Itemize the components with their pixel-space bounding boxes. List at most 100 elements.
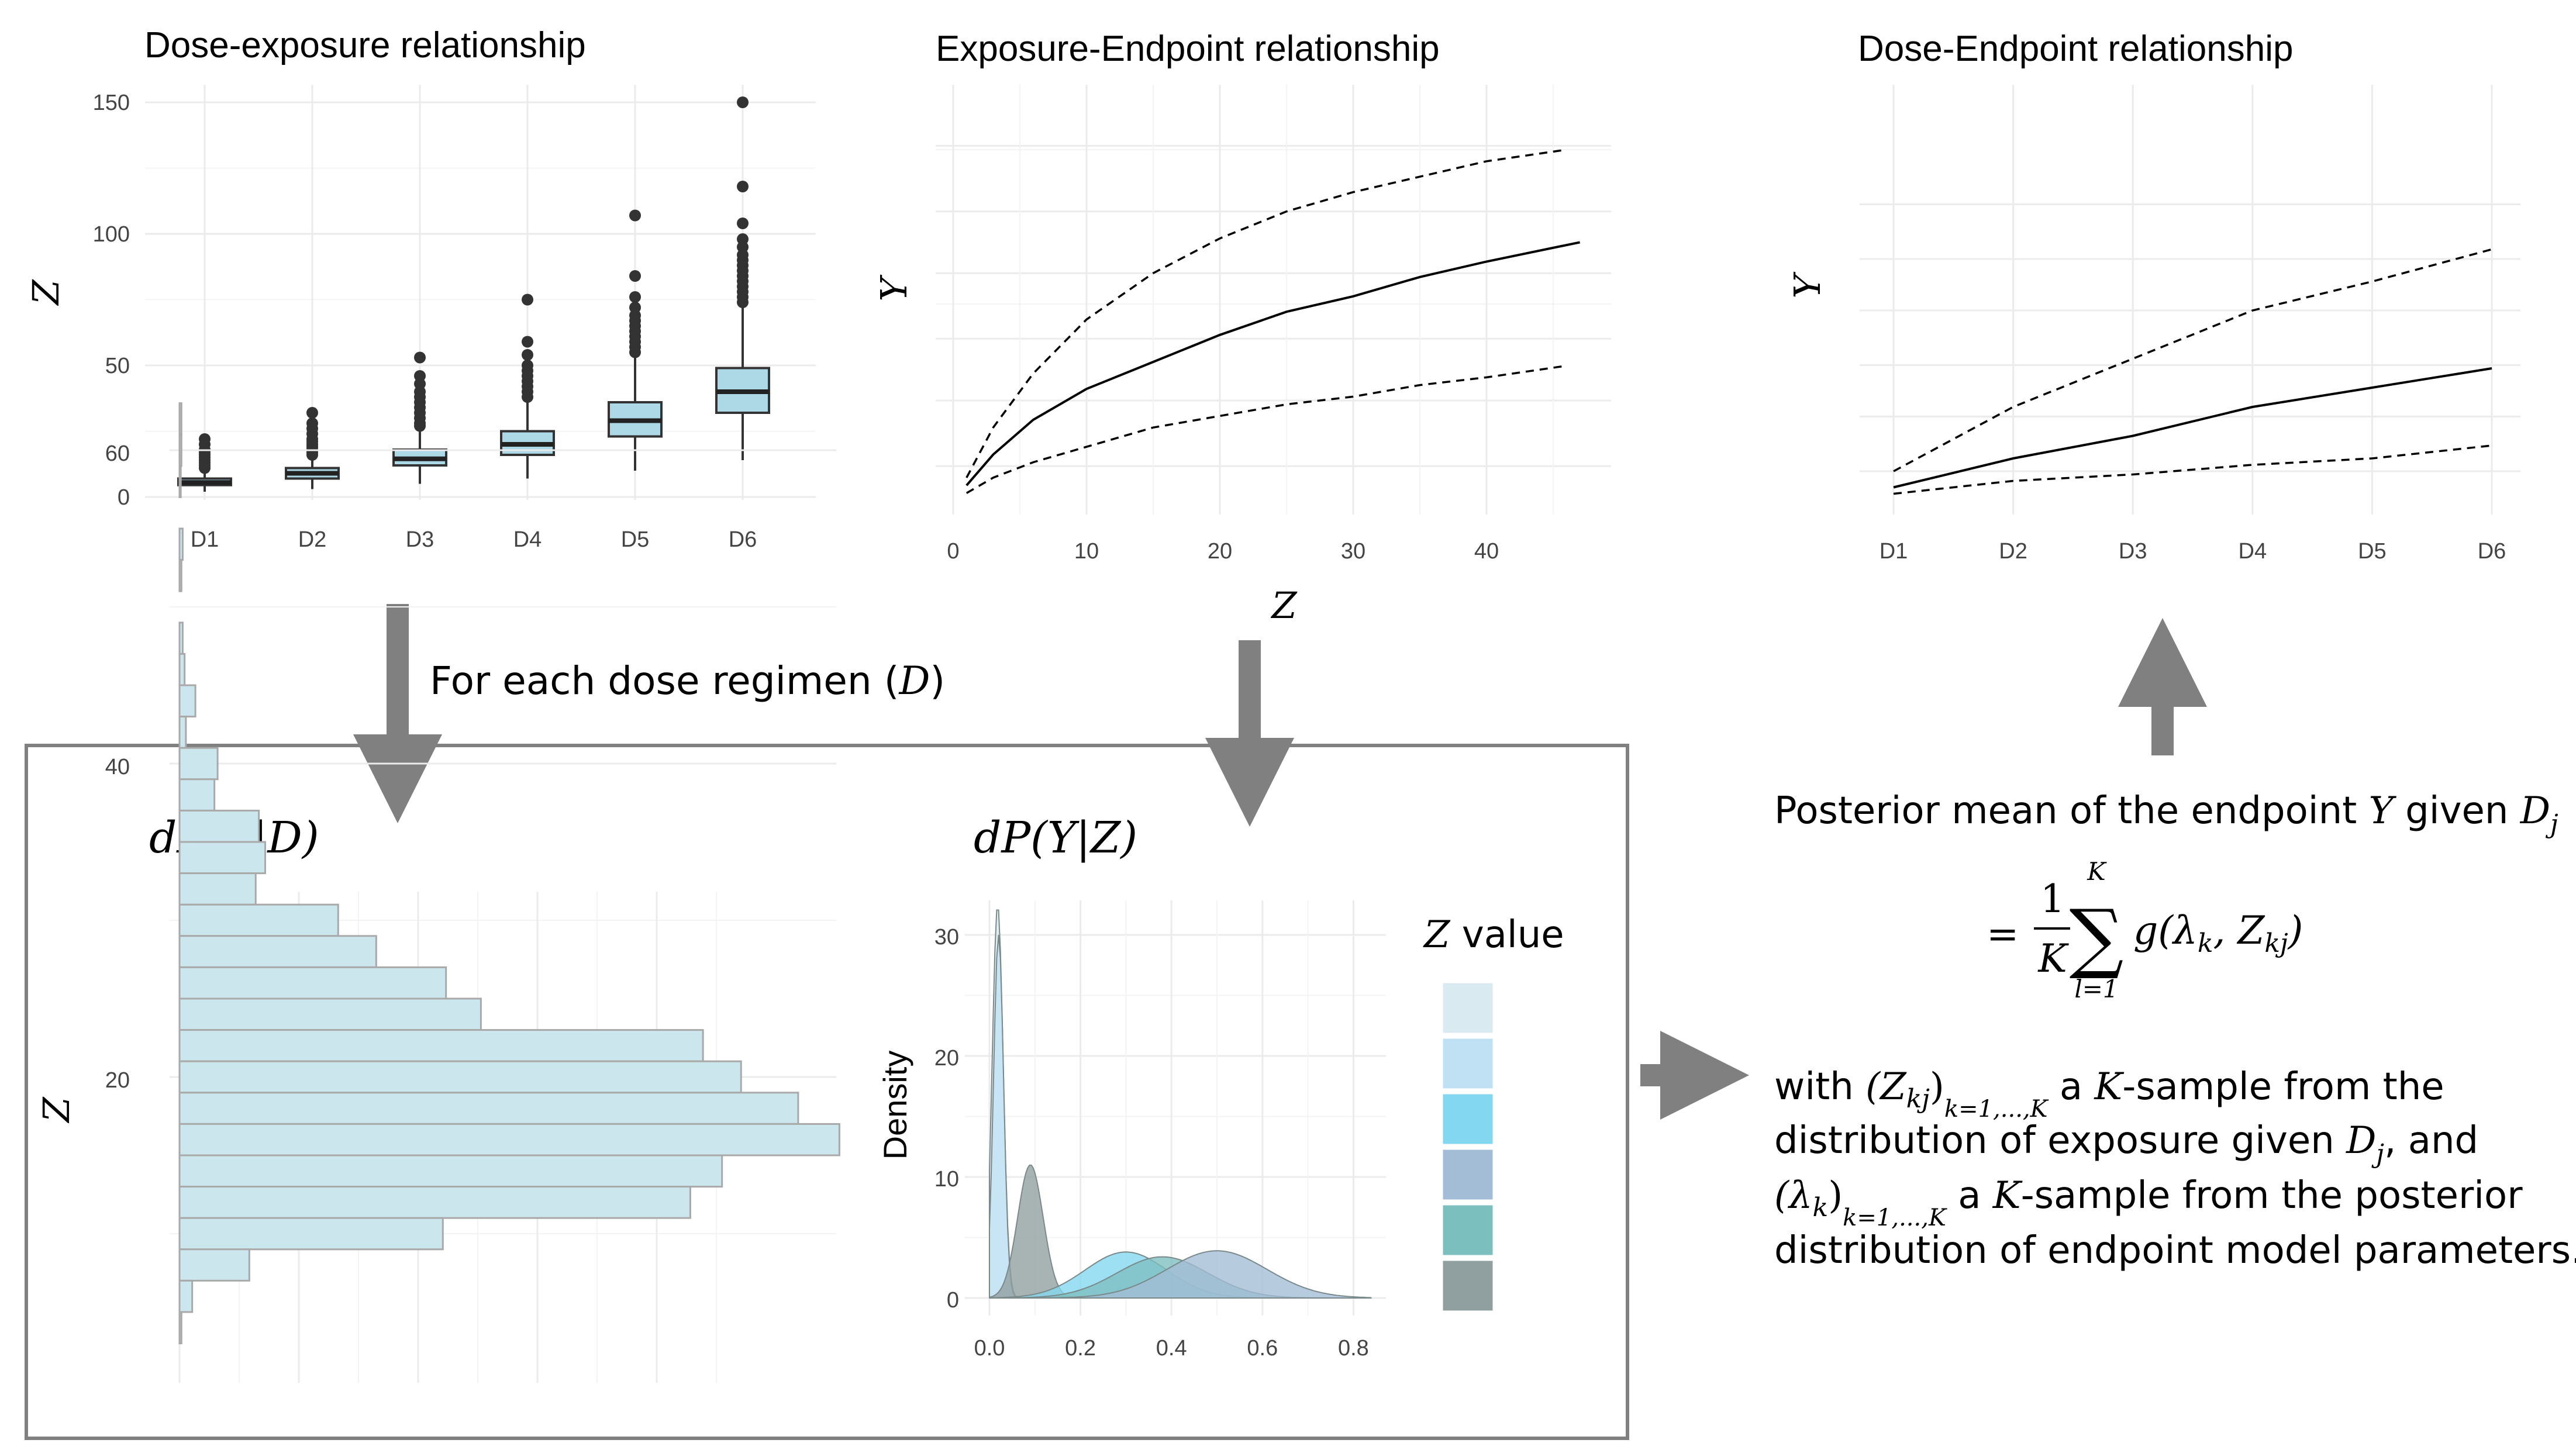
y-tick-label: 20	[105, 1068, 130, 1093]
legend-swatch	[1441, 1148, 1495, 1202]
series-line-mean	[1893, 367, 2492, 489]
histogram-bar	[178, 935, 377, 968]
legend-swatch	[1441, 1037, 1495, 1090]
histogram-bar	[178, 433, 182, 467]
histogram-bar	[178, 1186, 691, 1219]
x-tick-label: 0.0	[974, 1336, 1005, 1361]
box-outlier	[199, 433, 211, 445]
dose-exposure-xticks: D1 D2 D3 D4 D5 D6	[191, 527, 757, 552]
y-tick-label: 0	[947, 1288, 959, 1313]
with-sample-line3: (λk)k=1,...,K a K-sample from the poster…	[1774, 1174, 2523, 1231]
density-area	[989, 1250, 1372, 1299]
x-tick-label: D4	[513, 527, 542, 552]
box-outlier	[306, 407, 318, 419]
pzd-bars	[178, 402, 840, 1345]
legend-swatch	[1441, 1203, 1495, 1257]
y-tick-label: 20	[934, 1046, 959, 1071]
x-tick-label: D4	[2239, 539, 2267, 564]
x-tick-label: D6	[2478, 539, 2506, 564]
lower-frame	[25, 744, 1629, 1440]
histogram-bar	[178, 1217, 444, 1251]
box-outlier	[737, 96, 749, 108]
pyz-legend	[1441, 981, 1495, 1313]
histogram-bar	[178, 1029, 704, 1062]
histogram-bar	[178, 1060, 742, 1094]
y-tick-label: 0	[118, 485, 130, 510]
x-tick-label: 30	[1341, 539, 1365, 564]
legend-swatch	[1441, 981, 1495, 1035]
dose-exposure-yticks: 0 50 100 150	[93, 91, 130, 510]
histogram-bar	[178, 778, 216, 812]
dose-exposure-ylabel: Z	[25, 279, 67, 306]
pyz-legend-title: Z value	[1423, 913, 1564, 957]
histogram-bar	[178, 903, 339, 937]
formula-equals: =	[1987, 912, 2019, 957]
box-outlier	[522, 349, 533, 361]
x-tick-label: D2	[1999, 539, 2027, 564]
with-sample-line4: distribution of endpoint model parameter…	[1774, 1229, 2576, 1272]
box-outlier	[522, 294, 533, 306]
formula-sum-sign: ∑	[2070, 893, 2124, 982]
x-tick-label: 0	[947, 539, 959, 564]
for-each-dose-label: For each dose regimen (D)	[430, 658, 945, 703]
x-tick-label: D2	[298, 527, 327, 552]
histogram-bar	[178, 684, 196, 718]
posterior-mean-line: Posterior mean of the endpoint Y given D…	[1774, 789, 2558, 839]
pyz-density-areas	[989, 909, 1372, 1299]
x-tick-label: D6	[729, 527, 757, 552]
dose-endpoint-lines	[1893, 248, 2492, 495]
formula-sum-bottom: l=1	[2074, 975, 2118, 1003]
y-tick-label: 50	[105, 354, 130, 378]
histogram-bar	[178, 716, 187, 749]
histogram-bar	[178, 1279, 194, 1313]
exposure-endpoint-grid	[936, 85, 1611, 515]
pzd-ylabel: Z	[35, 1097, 78, 1124]
box-outlier	[522, 336, 533, 348]
pyz-xticks: 0.0 0.2 0.4 0.6 0.8	[974, 1336, 1369, 1361]
histogram-bar	[178, 1248, 250, 1282]
pzd-yticks: 20 40 60	[105, 441, 130, 1093]
histogram-bar	[178, 841, 266, 875]
histogram-bar	[178, 559, 182, 592]
dose-exposure-boxes	[177, 96, 770, 492]
histogram-bar	[178, 1092, 799, 1125]
exposure-endpoint-xticks: 0 10 20 30 40	[947, 539, 1499, 564]
x-tick-label: D3	[406, 527, 434, 552]
x-tick-label: 0.6	[1247, 1336, 1278, 1361]
x-tick-label: 0.8	[1338, 1336, 1369, 1361]
x-tick-label: D1	[1880, 539, 1908, 564]
histogram-bar	[178, 1154, 723, 1188]
histogram-bar	[178, 1123, 840, 1156]
histogram-bar	[178, 872, 257, 906]
y-tick-label: 100	[93, 222, 130, 247]
x-tick-label: 20	[1208, 539, 1232, 564]
exposure-endpoint-panel: Exposure-Endpoint relationship Y Z 0 10 20…	[873, 29, 1611, 627]
y-tick-label: 150	[93, 91, 130, 115]
histogram-bar	[178, 622, 184, 655]
x-tick-label: D1	[191, 527, 219, 552]
x-tick-label: D5	[621, 527, 650, 552]
x-tick-label: 10	[1074, 539, 1099, 564]
formula-numerator: 1	[2040, 876, 2065, 921]
y-tick-label: 10	[934, 1167, 959, 1192]
with-sample-line1: with (Zkj)k=1,...,K a K-sample from the	[1774, 1065, 2444, 1123]
exposure-endpoint-ylabel: Y	[873, 274, 915, 301]
x-tick-label: D5	[2358, 539, 2387, 564]
pyz-title: dP(Y|Z)	[974, 813, 1137, 863]
dose-endpoint-grid	[1860, 85, 2520, 515]
series-line-upper	[965, 149, 1567, 478]
x-tick-label: D3	[2119, 539, 2147, 564]
formula-sum-top: K	[2087, 857, 2107, 886]
histogram-bar	[178, 465, 182, 498]
series-line-lower	[965, 364, 1567, 494]
histogram-bar	[178, 402, 182, 436]
box-outlier	[737, 181, 749, 192]
exposure-endpoint-title: Exposure-Endpoint relationship	[936, 29, 1440, 69]
box-outlier	[737, 233, 749, 245]
box-outlier	[737, 218, 749, 229]
histogram-bar	[178, 966, 447, 1000]
dose-endpoint-xticks: D1 D2 D3 D4 D5 D6	[1880, 539, 2506, 564]
dose-endpoint-title: Dose-Endpoint relationship	[1858, 29, 2293, 69]
